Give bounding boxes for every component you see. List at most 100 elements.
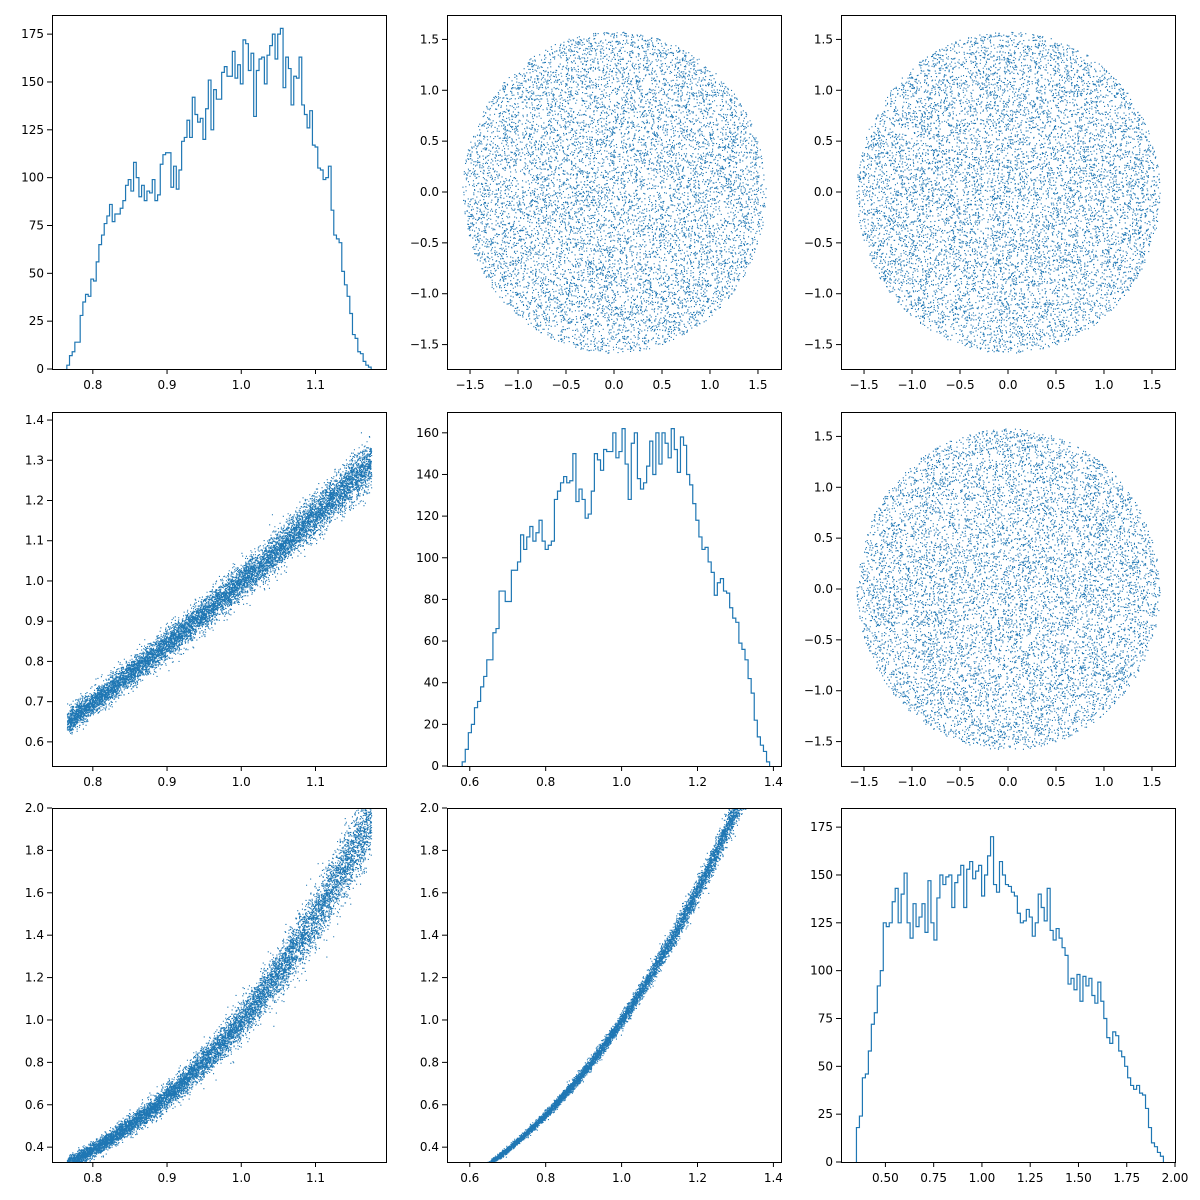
axes-frame	[52, 412, 387, 767]
subplot-r2-c1: 0.8 0.9 1.0 1.1 0.6 0.7 0.8 0.9 1.0 1.1 1.2 1.3 1.4	[25, 412, 387, 789]
y-tick-label: 0.6	[25, 735, 44, 749]
y-tick-label: 75	[29, 218, 44, 232]
y-tick-label: 1.0	[25, 574, 44, 588]
y-tick-label: 75	[818, 1011, 833, 1025]
y-tick-label: 125	[810, 916, 833, 930]
x-tick-label: 0.5	[1046, 378, 1065, 392]
y-tick-label: 0.4	[25, 1140, 44, 1154]
x-tick-label: 1.0	[1094, 378, 1113, 392]
y-tick-label: −0.5	[804, 633, 833, 647]
histogram-step-line	[855, 836, 1165, 1162]
x-tick-label: 1.50	[1065, 1171, 1092, 1185]
y-tick-label: −1.5	[804, 735, 833, 749]
y-tick-label: 1.4	[25, 413, 44, 427]
x-tick-label: 0.9	[157, 775, 176, 789]
y-tick-label: 1.0	[814, 83, 833, 97]
y-tick-label: 1.5	[814, 429, 833, 443]
y-tick-label: 1.2	[25, 971, 44, 985]
y-tick-label: −1.5	[410, 338, 439, 352]
subplot-r3-c3: 0.50 0.75 1.00 1.25 1.50 1.75 2.00 0 25 50 75 100 12…	[810, 808, 1189, 1185]
x-tick-label: −0.5	[945, 775, 974, 789]
x-tick-label: 1.75	[1113, 1171, 1140, 1185]
x-tick-label: 0.0	[998, 775, 1017, 789]
x-tick-label: 0.75	[920, 1171, 947, 1185]
x-tick-label: 1.25	[1017, 1171, 1044, 1185]
y-tick-label: 25	[29, 314, 44, 328]
x-tick-label: 0.50	[872, 1171, 899, 1185]
x-tick-label: 0.8	[83, 1171, 102, 1185]
x-tick-label: 0.8	[83, 378, 102, 392]
y-tick-label: 1.4	[25, 928, 44, 942]
y-tick-label: 100	[21, 171, 44, 185]
x-tick-label: 0.0	[604, 378, 623, 392]
y-tick-label: 0.0	[420, 185, 439, 199]
y-tick-label: 2.0	[25, 801, 44, 815]
y-tick-label: 50	[818, 1059, 833, 1073]
y-tick-label: 0.9	[25, 614, 44, 628]
x-tick-label: −1.5	[849, 775, 878, 789]
x-tick-label: −1.0	[503, 378, 532, 392]
y-tick-label: 60	[424, 634, 439, 648]
y-tick-label: 125	[21, 123, 44, 137]
axes-frame	[447, 412, 782, 767]
y-tick-label: 0.8	[25, 654, 44, 668]
x-tick-label: −0.5	[551, 378, 580, 392]
x-tick-label: 0.0	[998, 378, 1017, 392]
x-tick-label: 1.00	[969, 1171, 996, 1185]
y-tick-label: −0.5	[410, 236, 439, 250]
x-tick-label: 1.1	[306, 378, 325, 392]
subplot-r1-c2: −1.5 −1.0 −0.5 0.0 0.5 1.0 1.5 −1.5 −1.0 −0.5 0.0 0…	[410, 15, 782, 392]
y-tick-label: 40	[424, 676, 439, 690]
x-tick-label: 0.8	[536, 1171, 555, 1185]
y-tick-label: 0	[431, 759, 439, 773]
y-tick-label: 0.5	[420, 134, 439, 148]
x-tick-label: 1.0	[1094, 775, 1113, 789]
y-tick-label: 0.8	[25, 1055, 44, 1069]
y-tick-label: 0.0	[814, 582, 833, 596]
x-tick-label: 0.8	[83, 775, 102, 789]
y-tick-label: 80	[424, 592, 439, 606]
x-tick-label: 1.0	[700, 378, 719, 392]
y-tick-label: 0.8	[420, 1055, 439, 1069]
y-tick-label: 1.5	[814, 32, 833, 46]
plot-area	[66, 432, 373, 735]
y-tick-label: 0.5	[814, 531, 833, 545]
plot-area	[855, 836, 1165, 1162]
y-tick-label: 150	[810, 868, 833, 882]
y-tick-label: 175	[21, 27, 44, 41]
x-tick-label: 0.9	[157, 1171, 176, 1185]
y-tick-label: −0.5	[804, 236, 833, 250]
x-tick-label: −1.5	[455, 378, 484, 392]
x-tick-label: 0.5	[652, 378, 671, 392]
subplot-r2-c3: −1.5 −1.0 −0.5 0.0 0.5 1.0 1.5 −1.5 −1.0 −0.5 0.0 0…	[804, 412, 1176, 789]
y-tick-label: −1.0	[804, 287, 833, 301]
axes-frame	[52, 15, 387, 370]
y-tick-label: 1.1	[25, 534, 44, 548]
axes-frame	[52, 808, 387, 1163]
x-tick-label: 1.5	[748, 378, 767, 392]
y-tick-label: 150	[21, 75, 44, 89]
x-tick-label: 2.00	[1162, 1171, 1189, 1185]
y-tick-label: 1.8	[25, 843, 44, 857]
x-tick-label: 0.5	[1046, 775, 1065, 789]
y-tick-label: 100	[810, 964, 833, 978]
subplot-r2-c2: 0.6 0.8 1.0 1.2 1.4 0 20 40 60 80 100 120 140 160	[416, 412, 783, 789]
subplot-r1-c3: −1.5 −1.0 −0.5 0.0 0.5 1.0 1.5 −1.5 −1.0 −0.5 0.0 0…	[804, 15, 1176, 392]
x-tick-label: 1.0	[232, 378, 251, 392]
x-tick-label: 1.0	[612, 775, 631, 789]
y-tick-label: 25	[818, 1107, 833, 1121]
subplot-r1-c1: 0.8 0.9 1.0 1.1 0 25 50 75 100 125 150 175	[21, 15, 387, 392]
y-tick-label: 20	[424, 717, 439, 731]
x-tick-label: 1.5	[1142, 775, 1161, 789]
y-tick-label: 1.5	[420, 32, 439, 46]
x-tick-label: 1.4	[764, 1171, 783, 1185]
y-tick-label: 1.6	[25, 886, 44, 900]
x-tick-label: −1.0	[897, 378, 926, 392]
scatter-points	[462, 31, 767, 354]
y-tick-label: −1.0	[410, 287, 439, 301]
subplot-r3-c2: 0.6 0.8 1.0 1.2 1.4 0.4 0.6 0.8 1.0 1.2 1.4 1.6 1.8 2…	[420, 801, 783, 1185]
y-tick-label: 0.6	[25, 1098, 44, 1112]
y-tick-label: 100	[416, 551, 439, 565]
x-tick-label: 1.1	[306, 775, 325, 789]
